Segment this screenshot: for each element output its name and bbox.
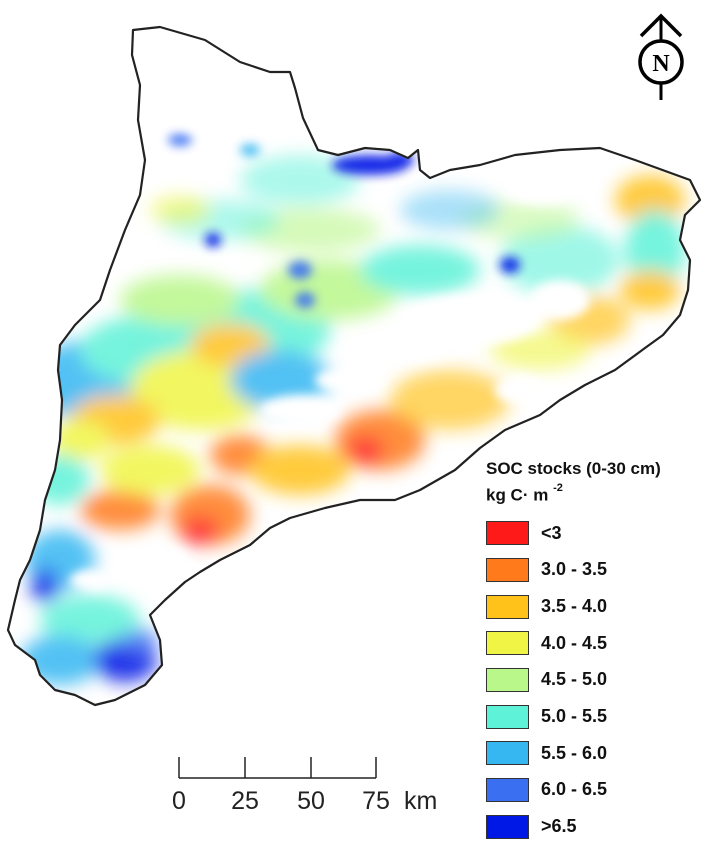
legend-item: 6.0 - 6.5: [486, 777, 716, 802]
legend-item: 3.0 - 3.5: [486, 557, 716, 582]
legend-swatch: [486, 521, 529, 546]
legend-item: 5.5 - 6.0: [486, 741, 716, 766]
scale-tick-0: 0: [172, 787, 186, 815]
legend-title-exponent: -2: [553, 482, 563, 494]
legend-label: 3.0 - 3.5: [541, 559, 608, 580]
legend-swatch: [486, 557, 529, 582]
legend-item: 5.0 - 5.5: [486, 704, 716, 729]
scale-bar: [178, 757, 377, 779]
legend-label: 5.5 - 6.0: [541, 742, 608, 763]
north-arrow-letter: N: [652, 51, 670, 77]
legend-title: SOC stocks (0-30 cm) kg C· m -2: [486, 458, 716, 507]
region-outline: [6, 25, 702, 707]
legend-swatch: [486, 667, 529, 692]
legend-swatch: [486, 814, 529, 839]
legend-label: 6.0 - 6.5: [541, 779, 608, 800]
scale-tick-25: 25: [231, 787, 259, 815]
legend-item: >6.5: [486, 814, 716, 839]
legend-item: 4.0 - 4.5: [486, 631, 716, 656]
legend-label: 4.0 - 4.5: [541, 632, 608, 653]
scale-unit: km: [404, 787, 438, 815]
legend-label: 5.0 - 5.5: [541, 706, 608, 727]
legend-title-line1: SOC stocks (0-30 cm): [486, 459, 661, 478]
legend-swatch: [486, 594, 529, 619]
legend-item: 4.5 - 5.0: [486, 667, 716, 692]
legend-title-line2: kg C· m -2: [486, 482, 563, 505]
legend-swatch: [486, 777, 529, 802]
legend-item: 3.5 - 4.0: [486, 594, 716, 619]
legend-label: <3: [541, 522, 562, 543]
legend-label: >6.5: [541, 816, 577, 837]
legend-label: 3.5 - 4.0: [541, 596, 608, 617]
legend-swatch: [486, 741, 529, 766]
scale-tick-75: 75: [362, 787, 390, 815]
north-arrow-icon: N: [638, 13, 684, 100]
legend: SOC stocks (0-30 cm) kg C· m -2 <3 3.0 - …: [486, 458, 716, 851]
legend-item: <3: [486, 521, 716, 546]
scale-tick-50: 50: [297, 787, 325, 815]
legend-label: 4.5 - 5.0: [541, 669, 608, 690]
legend-swatch: [486, 704, 529, 729]
legend-items: <3 3.0 - 3.5 3.5 - 4.0 4.0 - 4.5 4.5 - 5.0 5.…: [486, 521, 716, 840]
legend-swatch: [486, 631, 529, 656]
